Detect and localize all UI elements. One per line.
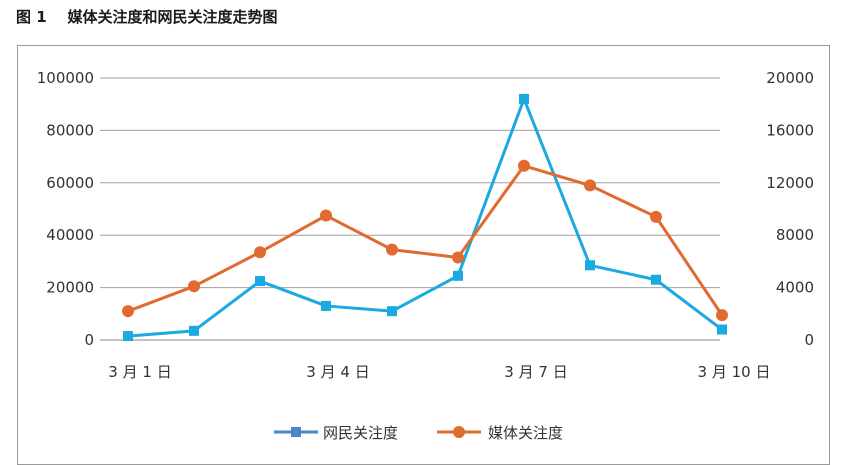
x-tick-label: 3 月 7 日 (504, 363, 567, 381)
y-left-tick-label: 40000 (46, 226, 94, 244)
data-point-square (453, 270, 463, 281)
x-tick-label: 3 月 4 日 (306, 363, 369, 381)
legend-label: 网民关注度 (323, 424, 398, 442)
series-markers (122, 93, 728, 342)
data-point-circle (320, 209, 332, 222)
data-point-square (387, 306, 397, 317)
y-left-tick-label: 60000 (46, 174, 94, 192)
data-point-square (585, 260, 595, 271)
data-point-circle (122, 305, 134, 318)
series-line-2 (127, 164, 724, 316)
data-point-square (651, 274, 661, 285)
gridlines (100, 77, 720, 341)
data-point-square (717, 324, 727, 335)
y-left-tick-label: 100000 (37, 69, 94, 87)
data-point-square (519, 93, 529, 104)
legend-label: 媒体关注度 (488, 424, 563, 442)
y-left-tick-label: 0 (84, 331, 94, 349)
y-right-tick-label: 20000 (766, 69, 814, 87)
y-left-tick-label: 80000 (46, 121, 94, 139)
data-point-circle (716, 309, 728, 322)
y-right-tick-label: 12000 (766, 174, 814, 192)
y-right-tick-label: 0 (804, 331, 814, 349)
data-point-circle (188, 280, 200, 293)
x-tick-label: 3 月 1 日 (108, 363, 171, 381)
x-tick-label: 3 月 10 日 (698, 363, 771, 381)
data-point-square (255, 276, 265, 287)
data-point-circle (386, 243, 398, 256)
y-right-tick-label: 16000 (766, 121, 814, 139)
y-right-tick-label: 4000 (776, 279, 814, 297)
legend: 网民关注度 媒体关注度 (274, 424, 563, 442)
y-axis-left-ticks: 0 20000 40000 60000 80000 100000 (37, 69, 94, 349)
y-axis-right-ticks: 0 4000 8000 12000 16000 20000 (766, 69, 814, 349)
data-point-circle (584, 179, 596, 192)
y-left-tick-label: 20000 (46, 279, 94, 297)
data-point-circle (452, 251, 464, 264)
legend-marker-square (291, 427, 301, 437)
data-point-square (321, 300, 331, 311)
data-point-square (123, 331, 133, 342)
legend-marker-circle (453, 426, 465, 438)
y-right-tick-label: 8000 (776, 226, 814, 244)
data-point-circle (254, 246, 266, 259)
series-lines (127, 97, 724, 338)
data-point-circle (650, 210, 662, 223)
series-line-1 (127, 97, 723, 338)
figure-title: 图 1 媒体关注度和网民关注度走势图 (16, 8, 278, 26)
data-point-square (189, 325, 199, 336)
data-point-circle (518, 159, 530, 172)
line-chart: 0 20000 40000 60000 80000 100000 0 4000 8000 120… (37, 69, 814, 442)
x-axis-ticks: 3 月 1 日 3 月 4 日 3 月 7 日 3 月 10 日 (108, 363, 770, 381)
